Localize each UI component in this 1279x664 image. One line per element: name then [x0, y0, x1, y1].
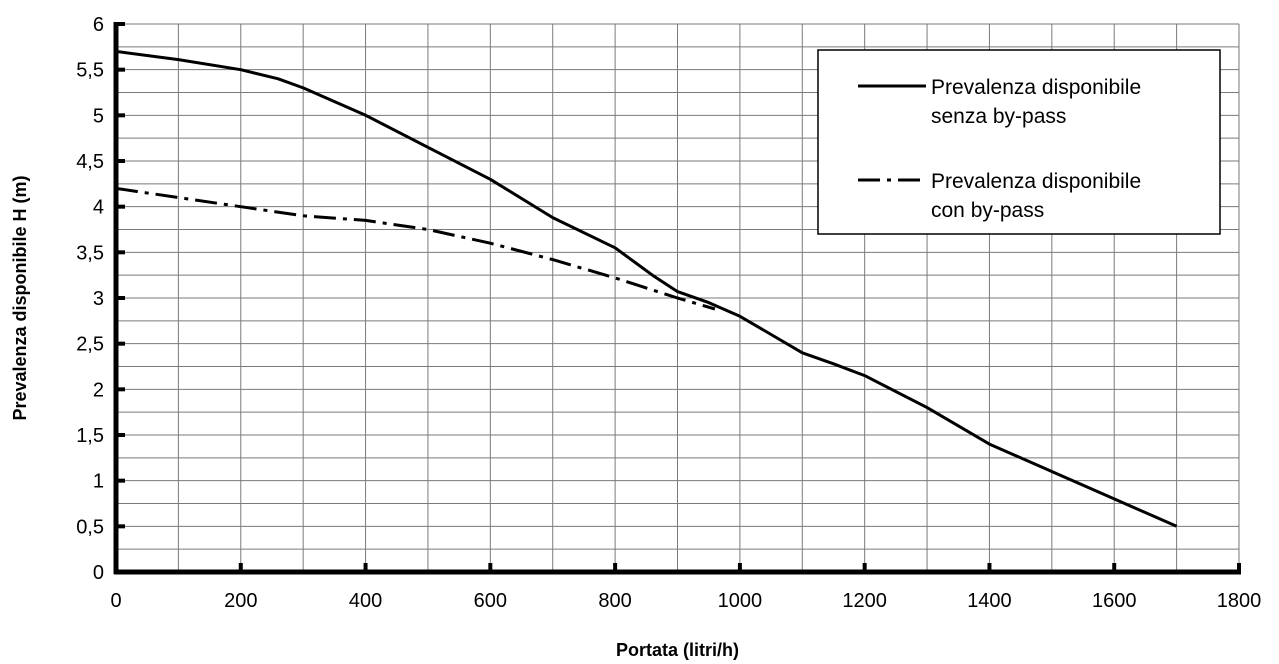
legend: Prevalenza disponibile senza by-pass Preva…: [817, 49, 1221, 235]
x-tick-label: 1800: [1217, 590, 1262, 612]
x-tick-label: 800: [598, 590, 631, 612]
x-tick-label: 400: [349, 590, 382, 612]
y-tick-label: 4,5: [76, 151, 104, 173]
y-tick-label: 3,5: [76, 242, 104, 264]
x-tick-label: 1400: [967, 590, 1012, 612]
series-lines: [115, 49, 1178, 528]
y-tick-label: 1: [93, 471, 104, 493]
axes: [113, 22, 1241, 575]
y-tick-label: 1,5: [76, 425, 104, 447]
x-tick-label: 200: [224, 590, 257, 612]
legend-label-2: Prevalenza disponibile: [931, 170, 1141, 193]
x-tick-label: 1000: [718, 590, 763, 612]
x-tick-label: 1600: [1092, 590, 1137, 612]
tick-labels: 0 0,5 1 1,5 2 2,5 3 3,5 4 4,5 5 5,5 6 0 200 400 600 800 10…: [76, 14, 1261, 612]
legend-label-2: con by-pass: [931, 199, 1044, 222]
y-tick-label: 0,5: [76, 516, 104, 538]
x-tick-label: 1200: [842, 590, 887, 612]
series-line-1: [115, 49, 1178, 528]
y-tick-label: 5,5: [76, 60, 104, 82]
y-tick-label: 6: [93, 14, 104, 36]
y-tick-label: 5: [93, 105, 104, 127]
y-axis-title: Prevalenza disponibile H (m): [10, 175, 30, 420]
legend-box: [817, 49, 1221, 235]
y-tick-label: 3: [93, 288, 104, 310]
x-tick-label: 0: [110, 590, 121, 612]
y-tick-label: 0: [93, 562, 104, 584]
legend-label-1: Prevalenza disponibile: [931, 76, 1141, 99]
y-tick-label: 4: [93, 197, 104, 219]
series-line-2: [115, 186, 716, 311]
x-axis-title: Portata (litri/h): [616, 640, 739, 660]
y-tick-label: 2: [93, 379, 104, 401]
y-tick-label: 2,5: [76, 334, 104, 356]
x-tick-label: 600: [474, 590, 507, 612]
legend-label-1: senza by-pass: [931, 105, 1066, 128]
